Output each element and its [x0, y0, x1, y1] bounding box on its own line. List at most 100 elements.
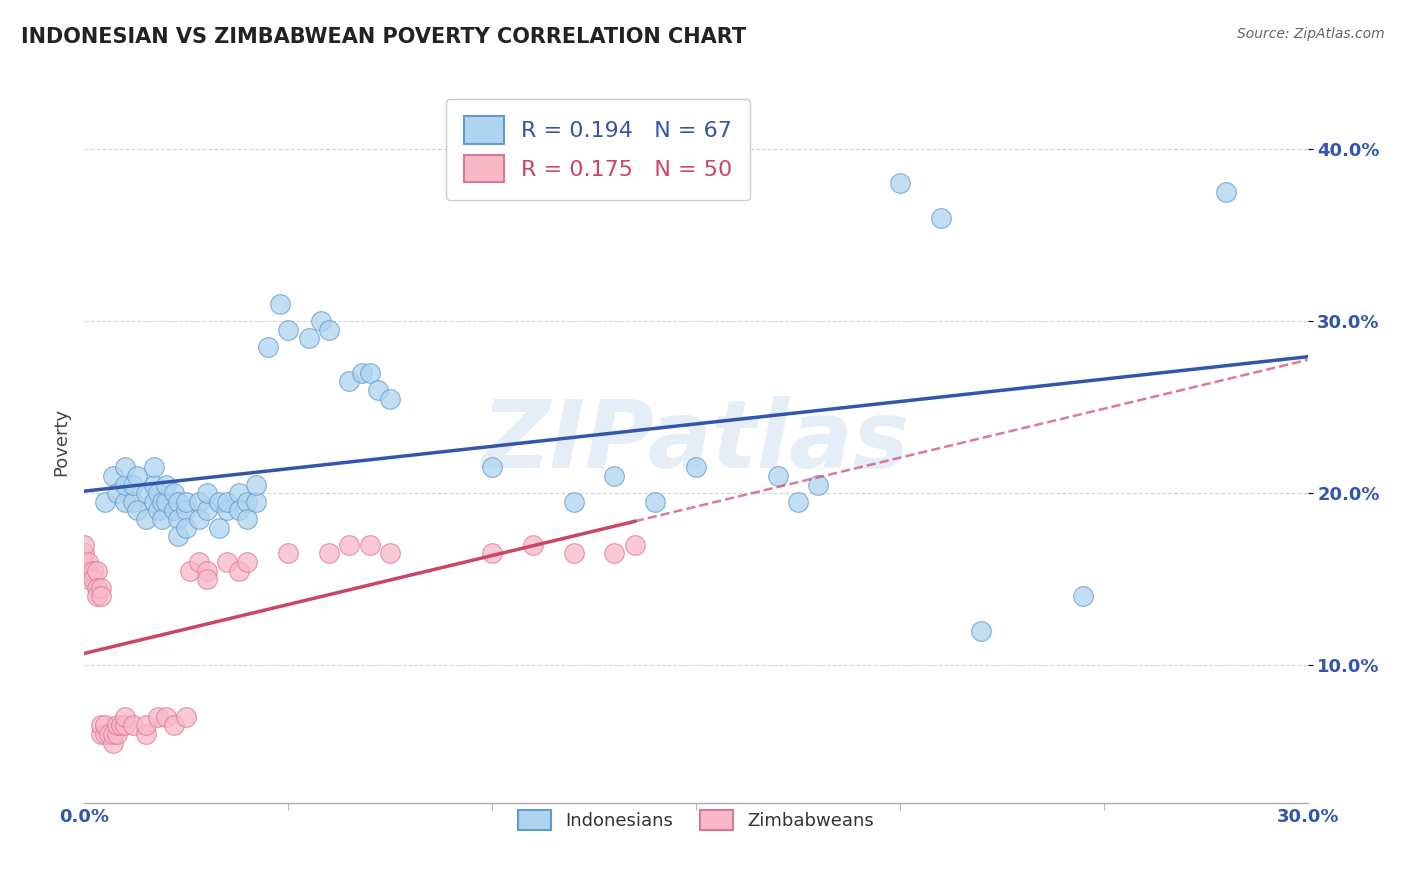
Point: [257, 340, 280, 354]
Point: [787, 494, 810, 508]
Point: [228, 503, 250, 517]
Point: [86, 581, 108, 595]
Point: [174, 503, 197, 517]
Point: [339, 374, 361, 388]
Point: [1215, 185, 1237, 199]
Point: [318, 323, 340, 337]
Point: [101, 735, 124, 749]
Point: [93, 494, 115, 508]
Point: [90, 581, 112, 595]
Point: [187, 494, 209, 508]
Point: [562, 546, 585, 560]
Point: [217, 494, 239, 508]
Point: [174, 494, 197, 508]
Point: [90, 727, 112, 741]
Y-axis label: Poverty: Poverty: [52, 408, 70, 475]
Point: [93, 727, 115, 741]
Point: [135, 727, 157, 741]
Point: [1073, 590, 1095, 604]
Point: [359, 538, 381, 552]
Point: [114, 460, 136, 475]
Point: [142, 477, 165, 491]
Point: [142, 460, 165, 475]
Point: [309, 314, 332, 328]
Point: [135, 718, 157, 732]
Point: [90, 718, 112, 732]
Point: [187, 555, 209, 569]
Point: [367, 383, 389, 397]
Point: [624, 538, 647, 552]
Point: [86, 564, 108, 578]
Point: [217, 503, 239, 517]
Point: [73, 564, 96, 578]
Point: [174, 520, 197, 534]
Point: [77, 572, 100, 586]
Point: [77, 564, 100, 578]
Point: [97, 727, 120, 741]
Point: [155, 477, 177, 491]
Point: [603, 546, 626, 560]
Point: [150, 494, 173, 508]
Point: [127, 469, 149, 483]
Point: [277, 546, 299, 560]
Point: [73, 538, 96, 552]
Text: Source: ZipAtlas.com: Source: ZipAtlas.com: [1237, 27, 1385, 41]
Point: [146, 503, 169, 517]
Point: [93, 718, 115, 732]
Point: [150, 512, 173, 526]
Point: [318, 546, 340, 560]
Point: [174, 710, 197, 724]
Point: [105, 727, 128, 741]
Point: [217, 555, 239, 569]
Point: [269, 297, 291, 311]
Point: [179, 564, 201, 578]
Point: [163, 486, 186, 500]
Point: [127, 503, 149, 517]
Point: [208, 520, 231, 534]
Point: [155, 494, 177, 508]
Point: [562, 494, 585, 508]
Point: [114, 477, 136, 491]
Point: [122, 494, 145, 508]
Point: [236, 494, 259, 508]
Point: [195, 503, 218, 517]
Point: [142, 494, 165, 508]
Point: [73, 546, 96, 560]
Point: [114, 718, 136, 732]
Point: [380, 392, 402, 406]
Text: ZIPatlas: ZIPatlas: [482, 395, 910, 488]
Point: [195, 572, 218, 586]
Legend: Indonesians, Zimbabweans: Indonesians, Zimbabweans: [510, 803, 882, 837]
Point: [135, 486, 157, 500]
Point: [195, 486, 218, 500]
Point: [228, 486, 250, 500]
Point: [208, 494, 231, 508]
Point: [82, 572, 104, 586]
Point: [90, 590, 112, 604]
Point: [163, 718, 186, 732]
Point: [105, 486, 128, 500]
Point: [110, 718, 132, 732]
Point: [77, 555, 100, 569]
Point: [298, 331, 321, 345]
Point: [228, 564, 250, 578]
Point: [236, 512, 259, 526]
Point: [163, 503, 186, 517]
Point: [82, 564, 104, 578]
Point: [114, 710, 136, 724]
Point: [929, 211, 952, 225]
Point: [122, 477, 145, 491]
Point: [236, 555, 259, 569]
Point: [522, 538, 544, 552]
Point: [603, 469, 626, 483]
Point: [380, 546, 402, 560]
Point: [245, 494, 267, 508]
Point: [807, 477, 830, 491]
Point: [146, 710, 169, 724]
Point: [101, 469, 124, 483]
Point: [350, 366, 373, 380]
Point: [970, 624, 993, 638]
Point: [146, 486, 169, 500]
Point: [73, 555, 96, 569]
Point: [122, 718, 145, 732]
